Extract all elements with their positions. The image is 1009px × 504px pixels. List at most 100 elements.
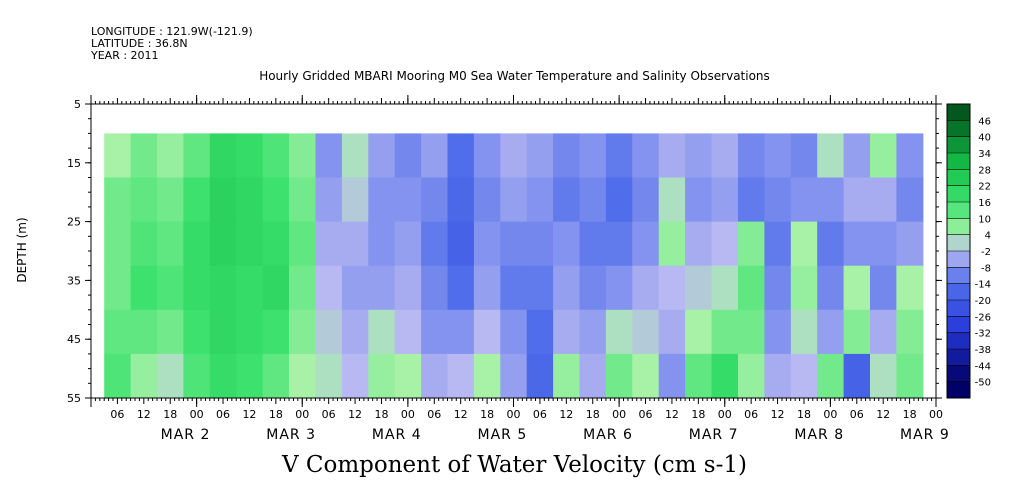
x-hour-label: 12 — [665, 408, 679, 421]
x-hour-label: 06 — [744, 408, 758, 421]
heatmap-cell — [447, 177, 475, 223]
heatmap-cell — [738, 353, 765, 398]
x-date-label: MAR 6 — [583, 427, 633, 443]
colorbar-label: -44 — [975, 361, 991, 372]
y-tick-label: 45 — [67, 333, 81, 346]
heatmap-cell — [394, 265, 422, 311]
colorbar-label: 28 — [978, 165, 991, 176]
heatmap-cell — [368, 265, 396, 311]
colorbar-swatch — [947, 104, 970, 121]
heatmap-cell — [711, 265, 739, 311]
heatmap-cell — [685, 309, 713, 355]
heatmap-cell — [394, 177, 422, 223]
x-hour-label: 00 — [295, 408, 309, 421]
heatmap-cell — [685, 265, 713, 311]
x-axis-label: V Component of Water Velocity (cm s-1) — [282, 452, 747, 478]
heatmap-cell — [157, 353, 184, 398]
colorbar-label: -20 — [975, 296, 991, 307]
heatmap-cell — [104, 177, 132, 223]
heatmap-cell — [209, 265, 237, 311]
heatmap-cell — [817, 353, 845, 398]
heatmap-cell — [130, 265, 158, 311]
x-date-label: MAR 2 — [161, 427, 211, 443]
x-hour-label: 18 — [903, 408, 917, 421]
heatmap-cell — [579, 309, 607, 355]
heatmap-cell — [394, 221, 422, 267]
heatmap-cell — [315, 309, 343, 355]
x-hour-label: 12 — [137, 408, 151, 421]
heatmap-cell — [368, 177, 396, 223]
heatmap-cell — [104, 353, 132, 398]
heatmap-cell — [368, 133, 396, 179]
colorbar-label: -14 — [975, 280, 991, 291]
heatmap-cell — [473, 177, 501, 223]
colorbar-swatch — [947, 332, 970, 350]
heatmap-cell — [870, 177, 897, 223]
colorbar: 46 40 34 28 22 16 10 4 -2 -8 -14 -20 -26 -32 -38 -44 -50 — [946, 103, 991, 399]
heatmap-cell — [896, 177, 924, 223]
heatmap-cell — [711, 133, 739, 179]
x-hour-label: 00 — [190, 408, 204, 421]
heatmap-cell — [183, 265, 211, 311]
y-tick-label: 5 — [74, 98, 81, 111]
heatmap-cell — [553, 177, 581, 223]
heatmap-cell — [526, 221, 554, 267]
heatmap-cell — [579, 133, 607, 179]
heatmap-cell — [605, 265, 633, 311]
heatmap-cell — [236, 221, 264, 267]
x-hour-label: 06 — [850, 408, 864, 421]
heatmap-cells — [104, 133, 924, 398]
x-hour-label: 00 — [718, 408, 732, 421]
colorbar-label: -26 — [975, 312, 991, 323]
heatmap-cell — [236, 265, 264, 311]
heatmap-cell — [341, 353, 369, 398]
heatmap-cell — [289, 133, 316, 179]
heatmap-cell — [870, 309, 897, 355]
heatmap-cell — [157, 221, 184, 267]
heatmap-cell — [553, 265, 581, 311]
heatmap-cell — [315, 133, 343, 179]
heatmap-cell — [262, 265, 290, 311]
heatmap-cell — [289, 221, 316, 267]
heatmap-cell — [130, 221, 158, 267]
heatmap-cell — [341, 221, 369, 267]
heatmap-cell — [394, 309, 422, 355]
heatmap-cell — [236, 353, 264, 398]
colorbar-label: 10 — [978, 214, 991, 225]
heatmap-cell — [289, 177, 316, 223]
heatmap-cell — [658, 265, 686, 311]
heatmap-cell — [632, 177, 660, 223]
heatmap-cell — [685, 177, 713, 223]
heatmap-cell — [500, 309, 528, 355]
heatmap-cell — [685, 221, 713, 267]
colorbar-swatch — [947, 218, 970, 236]
heatmap-cell — [341, 177, 369, 223]
heatmap-cell — [447, 309, 475, 355]
heatmap-cell — [526, 133, 554, 179]
x-hour-label: 00 — [401, 408, 415, 421]
heatmap-cell — [473, 133, 501, 179]
heatmap-cell — [790, 265, 818, 311]
heatmap-cell — [843, 177, 871, 223]
heatmap-cell — [658, 309, 686, 355]
heatmap-cell — [526, 353, 554, 398]
heatmap-cell — [421, 221, 449, 267]
heatmap-cell — [605, 221, 633, 267]
heatmap-cell — [632, 133, 660, 179]
colorbar-label: 40 — [978, 133, 991, 144]
heatmap-cell — [632, 353, 660, 398]
heatmap-cell — [526, 265, 554, 311]
heatmap-cell — [817, 177, 845, 223]
heatmap-cell — [896, 309, 924, 355]
x-hour-label: 18 — [691, 408, 705, 421]
colorbar-label: -2 — [981, 247, 991, 258]
heatmap-cell — [843, 221, 871, 267]
colorbar-swatch — [947, 136, 970, 154]
heatmap-cell — [104, 265, 132, 311]
heatmap-cell — [658, 353, 686, 398]
heatmap-cell — [843, 133, 871, 179]
heatmap-cell — [790, 353, 818, 398]
heatmap-cell — [262, 221, 290, 267]
colorbar-label: 46 — [978, 116, 991, 127]
